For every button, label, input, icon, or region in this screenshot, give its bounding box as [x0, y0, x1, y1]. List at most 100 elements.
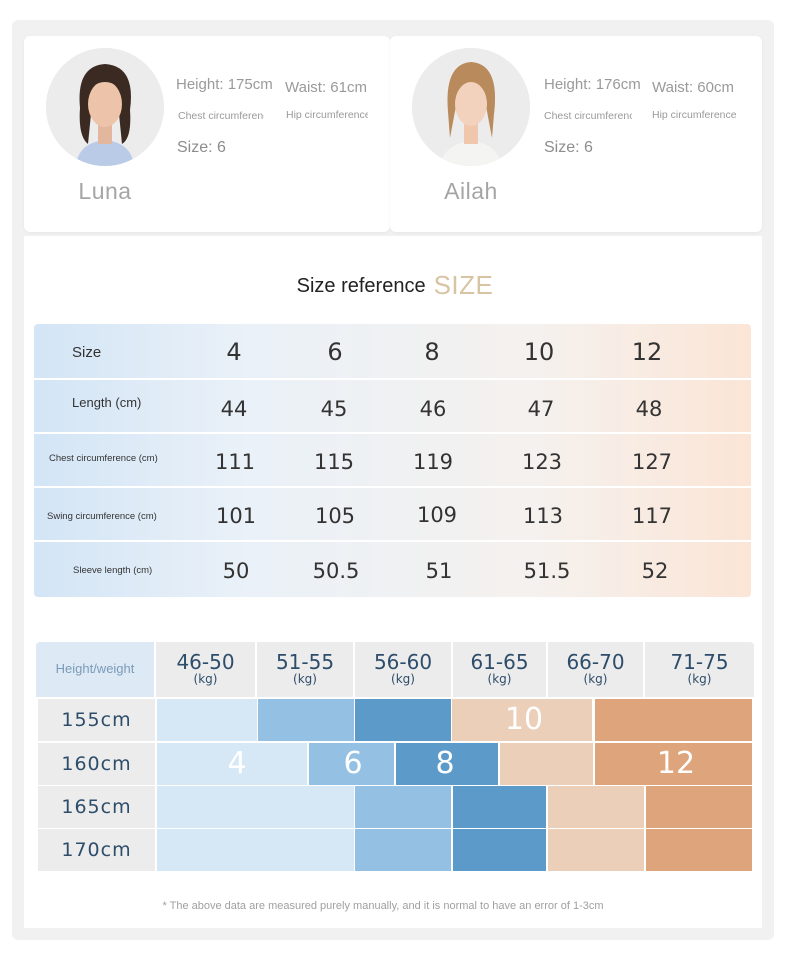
model-height: Height: 176cm — [544, 76, 640, 93]
weight-unit: (kg) — [293, 672, 317, 686]
weight-header: 46-50 (kg) — [156, 642, 257, 697]
size-label-12: 12 — [656, 746, 696, 781]
size-12-block — [646, 786, 752, 828]
swing-value: 109 — [416, 503, 458, 527]
model-photo — [46, 48, 164, 166]
length-value: 47 — [527, 397, 555, 421]
size-6-block — [309, 743, 394, 785]
size-10-block — [548, 829, 644, 871]
size-6-block — [355, 829, 451, 871]
size-value: 12 — [631, 338, 663, 366]
chest-value: 111 — [214, 450, 256, 474]
model-chest: Chest circumference — [178, 110, 264, 122]
weight-range: 46-50 — [176, 650, 235, 674]
size-4-block — [157, 829, 354, 871]
chest-value: 119 — [412, 450, 454, 474]
footnote: * The above data are measured purely man… — [162, 900, 604, 912]
table-row: Swing circumference (cm) 101 105 109 113… — [34, 488, 751, 542]
section-title: Size reference SIZE — [0, 270, 790, 301]
weight-header: 71-75 (kg) — [645, 642, 754, 697]
table-row: Size 4 6 8 10 12 — [34, 324, 751, 380]
size-6-block — [355, 786, 451, 828]
model-card-ailah: Ailah Height: 176cm Waist: 60cm Chest ci… — [390, 36, 762, 232]
weight-header: 51-55 (kg) — [257, 642, 355, 697]
height-label: 170cm — [38, 829, 155, 871]
model-size: Size: 6 — [177, 139, 226, 156]
size-8-block — [355, 699, 451, 741]
model-waist: Waist: 61cm — [285, 79, 367, 96]
model-chest: Chest circumference — [544, 110, 632, 122]
weight-range: 61-65 — [470, 650, 529, 674]
sleeve-value: 52 — [641, 559, 669, 583]
model-height: Height: 175cm — [176, 76, 273, 93]
sleeve-value: 50 — [222, 559, 250, 583]
table-row: Sleeve length (cm) 50 50.5 51 51.5 52 — [34, 542, 751, 597]
swing-value: 105 — [314, 504, 356, 528]
model-card-luna: Luna Height: 175cm Waist: 61cm Chest cir… — [24, 36, 390, 232]
header-corner: Height/weight — [36, 642, 156, 697]
size-12-block — [595, 743, 752, 785]
model-name: Ailah — [444, 178, 498, 204]
size-label-10: 10 — [504, 702, 544, 737]
model-size: Size: 6 — [544, 139, 593, 156]
weight-header: 61-65 (kg) — [453, 642, 548, 697]
table-row: Chest circumference (cm) 111 115 119 123… — [34, 434, 751, 488]
weight-range: 51-55 — [275, 650, 335, 674]
size-label-8: 8 — [435, 746, 455, 781]
size-12-block — [646, 829, 752, 871]
size-table: Size 4 6 8 10 12 Length (cm) 44 45 46 47… — [34, 324, 751, 597]
swing-value: 101 — [215, 504, 257, 528]
model-waist: Waist: 60cm — [652, 79, 734, 96]
row-label: Swing circumference (cm) — [47, 511, 157, 522]
weight-header: 56-60 (kg) — [355, 642, 453, 697]
weight-unit: (kg) — [583, 672, 608, 686]
title-text: Size reference — [296, 275, 426, 297]
sleeve-value: 51.5 — [523, 559, 571, 583]
weight-unit: (kg) — [391, 672, 415, 686]
size-4-block — [157, 743, 307, 785]
size-value: 8 — [424, 338, 440, 366]
weight-range: 56-60 — [373, 650, 433, 674]
length-value: 46 — [419, 397, 447, 421]
swing-value: 117 — [631, 504, 673, 528]
size-10-block — [452, 699, 592, 741]
size-4-block — [157, 699, 257, 741]
size-6-block — [258, 699, 354, 741]
size-value: 6 — [327, 338, 343, 366]
row-label: Chest circumference (cm) — [49, 453, 158, 464]
height-weight-table: Height/weight 46-50 (kg) 51-55 (kg) 56-6… — [36, 642, 754, 874]
chest-value: 127 — [631, 450, 673, 474]
row-label: Size — [72, 344, 102, 361]
row-label: Length (cm) — [72, 395, 142, 410]
size-12-block — [595, 699, 752, 741]
size-label-6: 6 — [343, 746, 363, 781]
weight-range: 66-70 — [566, 650, 625, 674]
size-8-block — [396, 743, 498, 785]
weight-header: 66-70 (kg) — [548, 642, 645, 697]
size-8-block — [453, 786, 546, 828]
size-label-4: 4 — [227, 746, 247, 781]
weight-range: 71-75 — [670, 650, 729, 674]
sleeve-value: 50.5 — [312, 559, 360, 583]
size-value: 4 — [226, 338, 242, 366]
size-10-block — [548, 786, 644, 828]
chest-value: 115 — [313, 450, 355, 474]
length-value: 48 — [635, 397, 663, 421]
length-value: 44 — [220, 397, 248, 421]
height-label: 165cm — [38, 786, 155, 828]
chest-value: 123 — [521, 450, 563, 474]
model-hip: Hip circumference — [652, 109, 737, 121]
size-8-block — [453, 829, 546, 871]
row-label: Sleeve length (cm) — [73, 565, 153, 576]
weight-unit: (kg) — [487, 672, 512, 686]
size-4-block — [157, 786, 354, 828]
weight-unit: (kg) — [193, 672, 218, 686]
swing-value: 113 — [522, 504, 564, 528]
size-10-block — [500, 743, 593, 785]
sleeve-value: 51 — [425, 559, 453, 583]
size-value: 10 — [523, 338, 555, 366]
weight-unit: (kg) — [687, 672, 712, 686]
height-label: 160cm — [38, 743, 155, 785]
length-value: 45 — [320, 397, 348, 421]
height-label: 155cm — [38, 699, 155, 741]
